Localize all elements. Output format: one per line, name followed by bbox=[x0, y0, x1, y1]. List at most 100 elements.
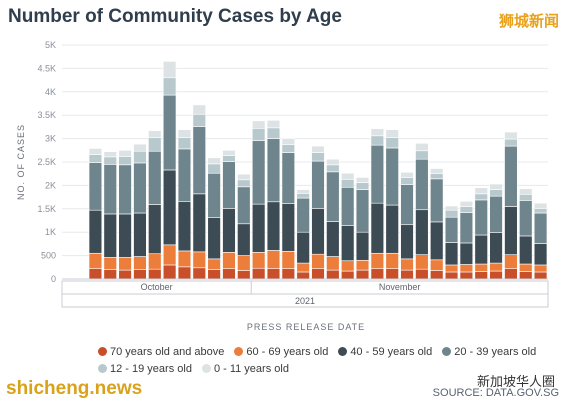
bar-segment bbox=[281, 251, 296, 270]
bar-segment bbox=[296, 231, 310, 264]
bar-segment bbox=[103, 257, 117, 270]
bar-segment bbox=[400, 269, 414, 280]
bar-segment bbox=[251, 120, 266, 129]
bar-segment bbox=[340, 172, 355, 180]
bar-segment bbox=[519, 188, 533, 195]
bar-segment bbox=[415, 158, 429, 211]
bar-segment bbox=[489, 189, 503, 197]
bar-segment bbox=[281, 268, 296, 280]
bar-segment bbox=[162, 61, 177, 79]
legend-item: 40 - 59 years old bbox=[338, 344, 432, 361]
legend-swatch bbox=[234, 347, 244, 356]
bar-segment bbox=[162, 264, 177, 280]
bar-segment bbox=[237, 270, 251, 280]
bar-segment bbox=[133, 256, 147, 270]
bar-segment bbox=[207, 269, 221, 280]
bar-segment bbox=[207, 172, 221, 218]
bar-segment bbox=[266, 201, 281, 251]
legend-label: 70 years old and above bbox=[110, 346, 225, 358]
bar-segment bbox=[355, 259, 370, 271]
legend-swatch bbox=[98, 347, 107, 356]
bar-segment bbox=[177, 266, 192, 280]
bar-segment bbox=[489, 195, 503, 233]
bar-segment bbox=[444, 271, 459, 280]
bar-segment bbox=[118, 150, 132, 157]
legend-label: 40 - 59 years old bbox=[350, 346, 433, 358]
y-tick-label: 3K bbox=[45, 134, 56, 144]
bar-segment bbox=[400, 177, 414, 185]
bar-segment bbox=[177, 201, 192, 252]
bar-segment bbox=[103, 151, 117, 158]
bar-segment bbox=[192, 267, 206, 280]
bar-segment bbox=[162, 77, 177, 96]
x-axis-label: PRESS RELEASE DATE bbox=[247, 322, 365, 332]
bar-segment bbox=[118, 257, 132, 271]
bar-segment bbox=[296, 197, 310, 233]
month-label-october: October bbox=[141, 282, 173, 292]
bar-segment bbox=[192, 193, 206, 253]
legend-item: 0 - 11 years old bbox=[201, 361, 289, 378]
legend-label: 12 - 19 years old bbox=[110, 363, 192, 375]
source-credit: SOURCE: DATA.GOV.SG bbox=[432, 387, 559, 399]
y-tick-label: 3.5K bbox=[37, 110, 56, 120]
bar-segment bbox=[118, 213, 132, 258]
bar-segment bbox=[519, 263, 533, 272]
bar-segment bbox=[177, 250, 192, 268]
bar-segment bbox=[251, 252, 266, 269]
bar-segment bbox=[489, 270, 503, 280]
watermark-bottom-right: 新加坡华人圈 bbox=[474, 371, 557, 390]
y-tick-label: 1K bbox=[45, 227, 56, 237]
bar-segment bbox=[281, 144, 296, 153]
bar-segment bbox=[88, 162, 103, 211]
bar-segment bbox=[355, 269, 370, 280]
bar-segment bbox=[103, 156, 117, 165]
bar-segment bbox=[430, 270, 444, 280]
y-tick-label: 1.5K bbox=[37, 204, 56, 214]
bar-segment bbox=[162, 94, 177, 171]
bar-segment bbox=[148, 130, 162, 138]
bar-segment bbox=[177, 137, 192, 150]
legend-swatch bbox=[338, 347, 348, 356]
y-tick-label: 0 bbox=[51, 274, 56, 284]
bar-segment bbox=[533, 243, 548, 266]
bar-segment bbox=[340, 225, 355, 262]
bar-segment bbox=[504, 254, 518, 270]
bar-segment bbox=[474, 234, 488, 265]
bar-segment bbox=[533, 271, 548, 280]
bar-segment bbox=[192, 113, 206, 127]
bar-segment bbox=[311, 145, 325, 153]
bar-segment bbox=[237, 173, 251, 181]
bar-segment bbox=[237, 186, 251, 225]
bar-segment bbox=[266, 250, 281, 270]
bar-segment bbox=[370, 252, 385, 270]
bar-segment bbox=[385, 147, 399, 206]
bar-segment bbox=[474, 199, 488, 236]
bar-segment bbox=[222, 161, 236, 209]
bar-segment bbox=[474, 193, 488, 201]
bar-segment bbox=[162, 244, 177, 266]
bar-segment bbox=[326, 171, 340, 222]
bar-segment bbox=[340, 270, 355, 280]
bar-segment bbox=[340, 260, 355, 272]
legend-item: 60 - 69 years old bbox=[234, 344, 328, 361]
bar-segment bbox=[430, 173, 444, 180]
bar-segment bbox=[251, 203, 266, 253]
bar-segment bbox=[444, 216, 459, 243]
bar-segment bbox=[519, 235, 533, 265]
bar-segment bbox=[296, 189, 310, 194]
legend-item: 12 - 19 years old bbox=[98, 361, 192, 378]
bar-segment bbox=[385, 252, 399, 270]
bar-segment bbox=[489, 232, 503, 264]
bar-segment bbox=[504, 138, 518, 147]
bar-segment bbox=[370, 202, 385, 254]
bar-segment bbox=[533, 212, 548, 244]
bar-segment bbox=[430, 178, 444, 223]
bar-segment bbox=[459, 264, 474, 273]
bar-segment bbox=[88, 268, 103, 280]
bar-segment bbox=[444, 242, 459, 266]
bar-segment bbox=[88, 154, 103, 163]
bar-segment bbox=[133, 269, 147, 280]
watermark-bottom-left: shicheng.news bbox=[6, 378, 143, 399]
bar-segment bbox=[415, 254, 429, 270]
bar-segment bbox=[237, 223, 251, 256]
